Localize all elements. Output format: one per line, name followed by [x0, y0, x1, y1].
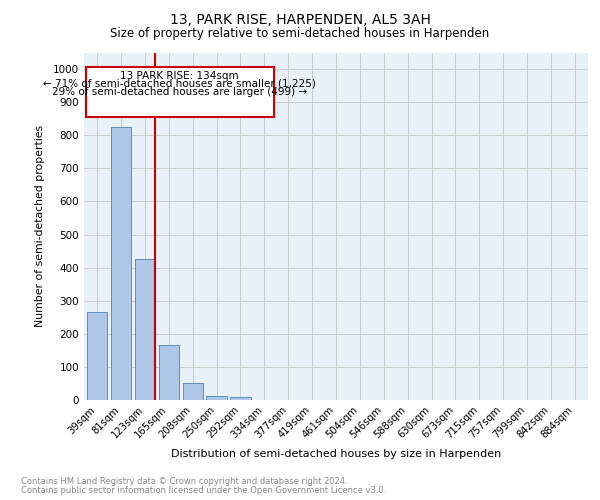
Y-axis label: Number of semi-detached properties: Number of semi-detached properties	[35, 125, 44, 328]
Bar	[111, 127, 131, 400]
Text: Contains public sector information licensed under the Open Government Licence v3: Contains public sector information licen…	[21, 486, 386, 495]
Text: ← 71% of semi-detached houses are smaller (1,225): ← 71% of semi-detached houses are smalle…	[43, 79, 316, 89]
Bar	[87, 312, 107, 400]
Text: 13, PARK RISE, HARPENDEN, AL5 3AH: 13, PARK RISE, HARPENDEN, AL5 3AH	[170, 12, 430, 26]
FancyBboxPatch shape	[86, 68, 274, 117]
Bar	[182, 384, 203, 400]
Text: 29% of semi-detached houses are larger (499) →: 29% of semi-detached houses are larger (…	[52, 86, 307, 97]
Bar	[158, 346, 179, 400]
X-axis label: Distribution of semi-detached houses by size in Harpenden: Distribution of semi-detached houses by …	[171, 449, 501, 459]
Text: Contains HM Land Registry data © Crown copyright and database right 2024.: Contains HM Land Registry data © Crown c…	[21, 477, 347, 486]
Bar	[135, 260, 155, 400]
Text: 13 PARK RISE: 134sqm: 13 PARK RISE: 134sqm	[121, 71, 239, 81]
Bar	[230, 396, 251, 400]
Text: Size of property relative to semi-detached houses in Harpenden: Size of property relative to semi-detach…	[110, 28, 490, 40]
Bar	[206, 396, 227, 400]
